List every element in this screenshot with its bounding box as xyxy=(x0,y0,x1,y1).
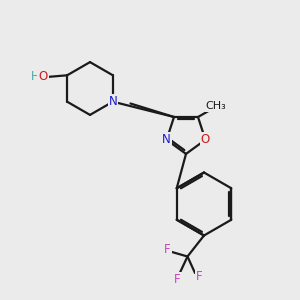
Text: CH₃: CH₃ xyxy=(206,101,226,112)
Text: HO: HO xyxy=(31,70,49,83)
Text: H: H xyxy=(31,70,40,83)
Text: O: O xyxy=(38,70,47,83)
Text: N: N xyxy=(162,133,171,146)
Text: F: F xyxy=(196,270,203,283)
Text: F: F xyxy=(174,273,181,286)
Text: O: O xyxy=(201,133,210,146)
Text: F: F xyxy=(164,243,171,256)
Text: N: N xyxy=(109,95,117,108)
